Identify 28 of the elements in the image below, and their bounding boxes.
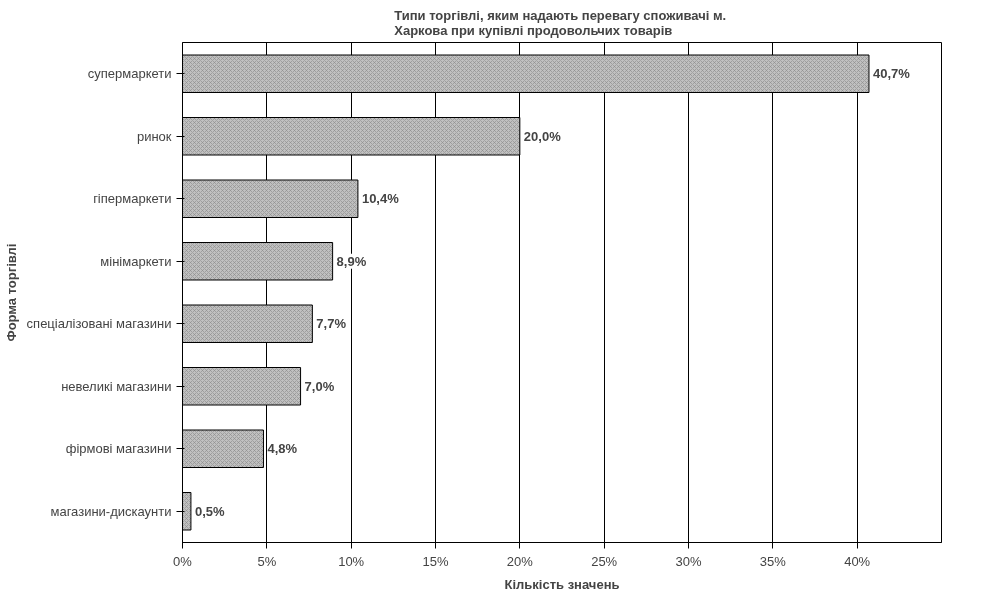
- x-tick-label: 25%: [591, 553, 618, 569]
- data-label: 0,5%: [194, 503, 226, 519]
- x-tick-label: 0%: [173, 553, 193, 569]
- data-label: 10,4%: [361, 191, 400, 207]
- y-tick-label: магазини-дискаунти: [50, 503, 172, 519]
- y-tick-label: супермаркети: [87, 66, 172, 82]
- chart-title: Типи торгівлі, яким надають перевагу споживачі м. Харкова при купівлі продовольчих товарів: [394, 7, 727, 38]
- x-tick-label: 5%: [257, 553, 277, 569]
- data-label: 7,0%: [304, 378, 335, 394]
- y-axis-title: Форма торгівлі: [3, 243, 19, 342]
- x-axis-title: Кількість значень: [504, 576, 620, 592]
- y-tick-label: невеликі магазини: [61, 378, 172, 394]
- x-tick-label: 15%: [422, 553, 449, 569]
- data-label: 40,7%: [872, 66, 911, 82]
- data-label: 7,7%: [316, 316, 347, 332]
- data-label: 20,0%: [523, 128, 562, 144]
- y-tick-label: спеціалізовані магазини: [26, 316, 172, 332]
- x-tick-label: 10%: [338, 553, 365, 569]
- y-tick-label: фірмові магазини: [65, 441, 172, 457]
- x-tick-label: 30%: [675, 553, 702, 569]
- x-tick-label: 35%: [759, 553, 787, 569]
- x-tick-label: 40%: [844, 553, 871, 569]
- y-tick-label: гіпермаркети: [93, 191, 172, 207]
- data-label: 8,9%: [336, 253, 367, 269]
- data-label: 4,8%: [267, 441, 298, 457]
- x-tick-label: 20%: [506, 553, 534, 569]
- y-tick-label: мінімаркети: [100, 253, 172, 269]
- y-tick-label: ринок: [136, 128, 172, 144]
